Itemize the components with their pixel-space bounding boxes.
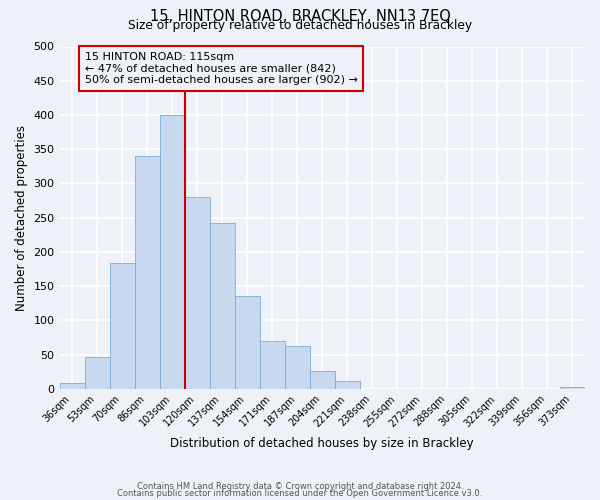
Bar <box>160 115 185 389</box>
Bar <box>59 384 85 389</box>
Bar <box>185 197 209 389</box>
Bar <box>285 346 310 389</box>
Bar <box>260 341 285 389</box>
Y-axis label: Number of detached properties: Number of detached properties <box>15 124 28 310</box>
Bar <box>560 388 585 389</box>
Text: 15 HINTON ROAD: 115sqm
← 47% of detached houses are smaller (842)
50% of semi-de: 15 HINTON ROAD: 115sqm ← 47% of detached… <box>85 52 358 85</box>
Bar <box>110 263 134 389</box>
Bar <box>335 380 360 389</box>
Text: 15, HINTON ROAD, BRACKLEY, NN13 7EQ: 15, HINTON ROAD, BRACKLEY, NN13 7EQ <box>149 9 451 24</box>
Bar <box>85 358 110 389</box>
X-axis label: Distribution of detached houses by size in Brackley: Distribution of detached houses by size … <box>170 437 474 450</box>
Text: Contains public sector information licensed under the Open Government Licence v3: Contains public sector information licen… <box>118 489 482 498</box>
Bar <box>209 223 235 389</box>
Bar <box>235 296 260 389</box>
Bar <box>310 371 335 389</box>
Bar <box>134 156 160 389</box>
Text: Contains HM Land Registry data © Crown copyright and database right 2024.: Contains HM Land Registry data © Crown c… <box>137 482 463 491</box>
Text: Size of property relative to detached houses in Brackley: Size of property relative to detached ho… <box>128 19 472 32</box>
